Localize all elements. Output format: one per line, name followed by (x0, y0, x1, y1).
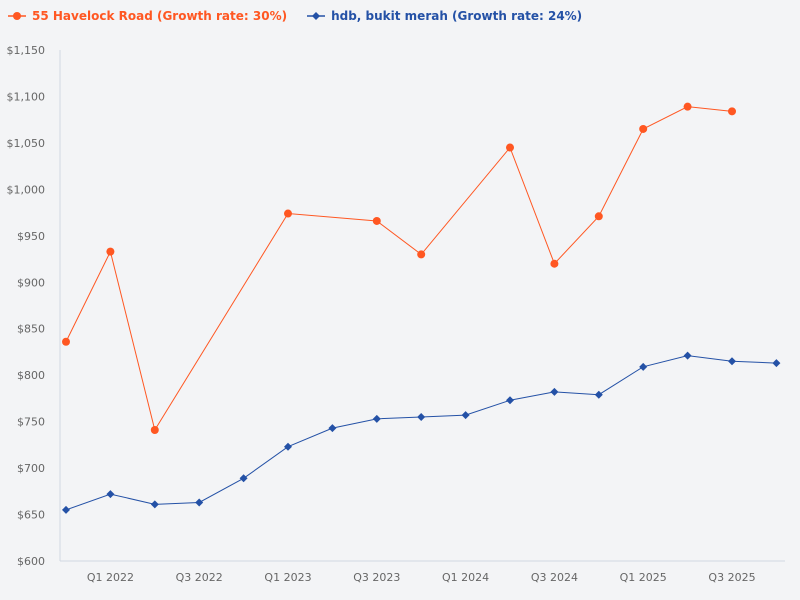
y-tick-label: $1,000 (7, 183, 46, 196)
series-line-1 (65, 355, 777, 511)
y-tick-label: $1,050 (7, 137, 46, 150)
x-tick-label: Q3 2025 (708, 571, 755, 584)
legend-label: 55 Havelock Road (Growth rate: 30%) (32, 9, 288, 23)
x-tick-label: Q3 2022 (176, 571, 223, 584)
y-tick-label: $600 (17, 555, 45, 568)
y-tick-label: $750 (17, 416, 45, 429)
data-point (550, 387, 559, 396)
y-tick-label: $650 (17, 509, 45, 522)
data-point (417, 250, 426, 259)
data-point (106, 490, 115, 499)
data-point (506, 396, 514, 405)
data-point (284, 209, 292, 218)
legend-item-havelock[interactable]: 55 Havelock Road (Growth rate: 30%) (8, 9, 287, 23)
x-tick-label: Q3 2023 (353, 571, 400, 584)
data-point (195, 498, 204, 507)
data-point (594, 212, 603, 221)
y-tick-label: $850 (17, 323, 45, 336)
data-point (772, 359, 781, 368)
circle-marker-icon (8, 12, 26, 20)
y-tick-label: $900 (17, 276, 45, 289)
legend-label: hdb, bukit merah (Growth rate: 24%) (331, 9, 583, 23)
data-point (683, 102, 692, 111)
data-point (639, 362, 648, 371)
data-point (328, 424, 337, 433)
data-point (639, 124, 648, 133)
data-point (150, 425, 159, 434)
data-point (150, 500, 159, 509)
x-tick-label: Q3 2024 (531, 571, 578, 584)
data-point (62, 337, 70, 346)
data-point (728, 357, 736, 366)
data-point (417, 412, 426, 421)
data-point (461, 411, 470, 420)
legend-item-hdb[interactable]: hdb, bukit merah (Growth rate: 24%) (307, 9, 582, 23)
data-point (506, 143, 514, 152)
data-point (372, 216, 381, 225)
x-tick-label: Q1 2022 (87, 571, 134, 584)
series-line-0 (65, 106, 733, 432)
y-tick-label: $700 (17, 462, 45, 475)
data-point (106, 247, 115, 256)
data-point (239, 474, 248, 483)
y-tick-label: $1,150 (7, 44, 46, 57)
legend: 55 Havelock Road (Growth rate: 30%) hdb,… (8, 9, 582, 23)
data-point (683, 351, 692, 360)
y-tick-label: $800 (17, 369, 45, 382)
data-point (284, 442, 292, 451)
y-tick-label: $950 (17, 230, 45, 243)
data-point (728, 107, 736, 116)
x-tick-label: Q1 2025 (620, 571, 667, 584)
data-point (550, 259, 559, 268)
data-point (372, 414, 381, 423)
x-tick-label: Q1 2023 (264, 571, 311, 584)
data-point (62, 505, 70, 514)
data-point (594, 390, 603, 399)
x-tick-label: Q1 2024 (442, 571, 489, 584)
y-tick-label: $1,100 (7, 90, 46, 103)
diamond-marker-icon (307, 12, 326, 20)
